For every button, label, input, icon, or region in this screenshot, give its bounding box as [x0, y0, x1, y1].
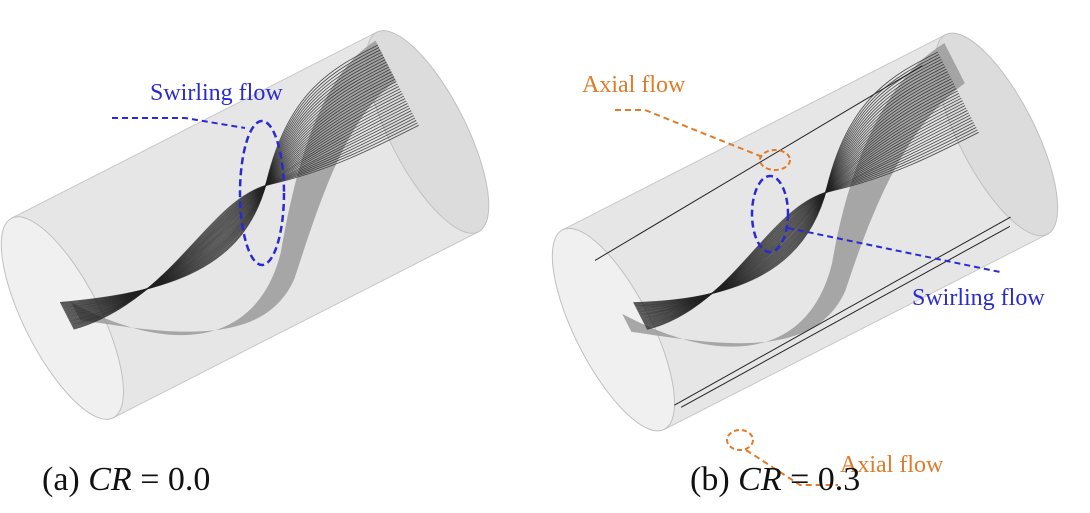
caption-value: = 0.3 — [790, 461, 860, 498]
cylinder — [0, 15, 512, 435]
caption-prefix: (b) — [690, 461, 730, 498]
caption-symbol: CR — [738, 461, 782, 498]
figure: Swirling flow Axial flow Swirling flow A… — [0, 0, 1090, 513]
caption: (a) CR = 0.0 — [42, 461, 210, 498]
annotation: Swirling flow — [150, 80, 283, 106]
caption-prefix: (a) — [42, 461, 80, 498]
caption-value: = 0.0 — [140, 461, 210, 498]
annotation: Axial flow — [582, 72, 686, 98]
marker — [727, 430, 753, 450]
caption-symbol: CR — [88, 461, 132, 498]
caption: (b) CR = 0.3 — [690, 461, 860, 498]
annotation: Swirling flow — [912, 285, 1045, 311]
